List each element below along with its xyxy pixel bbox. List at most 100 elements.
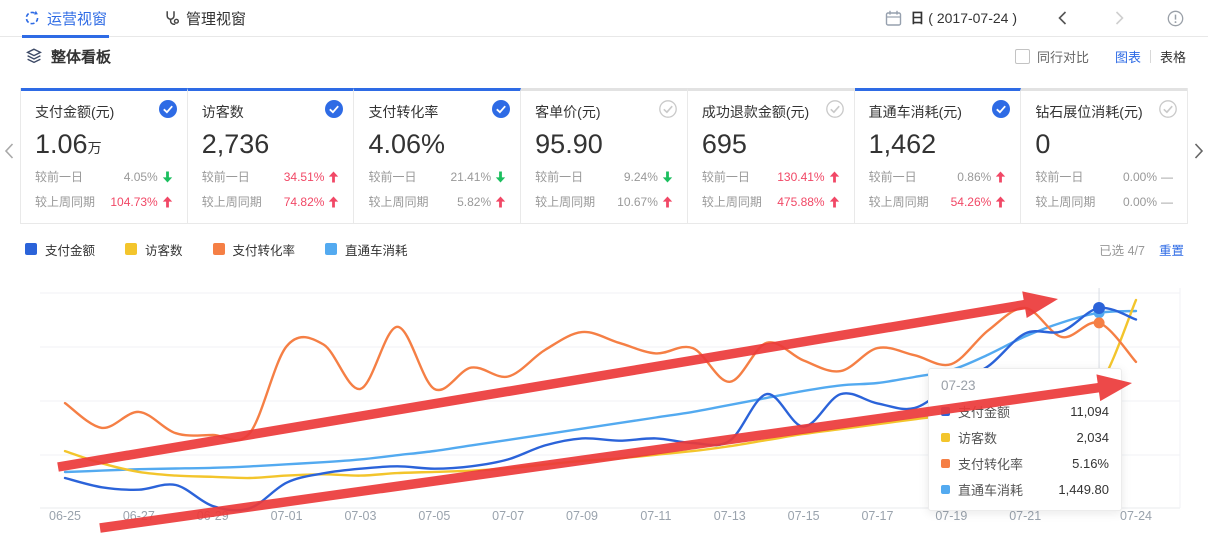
card-value: 4.06% bbox=[368, 129, 445, 159]
card-compare-row: 较上周同期 54.26% bbox=[869, 193, 1007, 210]
tooltip-swatch bbox=[941, 485, 950, 494]
legend-label: 直通车消耗 bbox=[345, 243, 408, 258]
x-axis-label: 07-17 bbox=[861, 509, 893, 523]
tab-management-label: 管理视窗 bbox=[186, 10, 247, 28]
date-next-button[interactable] bbox=[1114, 10, 1125, 26]
compare-label: 较前一日 bbox=[201, 170, 250, 184]
card-select-check[interactable] bbox=[158, 100, 177, 123]
trend-flat-icon: — bbox=[1161, 169, 1174, 184]
card-compare-row: 较前一日 0.00% — bbox=[1035, 168, 1173, 185]
card-select-check[interactable] bbox=[825, 100, 844, 123]
legend-item-4: 直通车消耗 bbox=[325, 240, 408, 259]
compare-value: 5.82% bbox=[457, 194, 492, 209]
cards-next-button[interactable] bbox=[1193, 142, 1205, 160]
card-compare-row: 较上周同期 475.88% bbox=[702, 193, 840, 210]
view-toggle-divider bbox=[1149, 49, 1151, 63]
legend-swatch bbox=[212, 243, 225, 255]
date-prev-button[interactable] bbox=[1057, 10, 1068, 26]
card-select-check[interactable] bbox=[325, 100, 344, 123]
calendar-icon[interactable] bbox=[885, 10, 902, 27]
metric-card-5[interactable]: 成功退款金额(元) 695 较前一日 130.41% 较上周同期 475.88% bbox=[687, 88, 855, 223]
metric-card-7[interactable]: 钻石展位消耗(元) 0 较前一日 0.00% — 较上周同期 0.00% — bbox=[1021, 88, 1188, 223]
legend-right: 已选 4/7 重置 bbox=[1099, 240, 1184, 259]
metric-card-6[interactable]: 直通车消耗(元) 1,462 较前一日 0.86% 较上周同期 54.26% bbox=[854, 88, 1022, 223]
info-icon[interactable] bbox=[1167, 10, 1184, 27]
trend-chart[interactable]: 06-25 06-27 06-29 07-01 07-03 07-05 07-07 07-09… bbox=[0, 262, 1208, 553]
view-table-toggle[interactable]: 表格 bbox=[1159, 49, 1186, 65]
trend-flat-icon: — bbox=[1161, 194, 1174, 209]
trend-up-icon bbox=[995, 171, 1006, 183]
trend-up-icon bbox=[829, 171, 840, 183]
tooltip-row: 访客数 2,034 bbox=[941, 428, 1109, 447]
x-axis-label: 07-03 bbox=[344, 509, 376, 523]
compare-label: 较上周同期 bbox=[535, 195, 596, 209]
stethoscope-icon bbox=[166, 11, 180, 25]
trend-up-icon bbox=[495, 196, 506, 208]
card-title: 钻石展位消耗(元) bbox=[1035, 104, 1143, 120]
tab-management-view[interactable]: 管理视窗 bbox=[163, 0, 246, 37]
x-axis-label: 07-19 bbox=[935, 509, 967, 523]
card-title: 支付转化率 bbox=[368, 104, 439, 120]
tooltip-series-name: 支付金额 bbox=[958, 405, 1011, 420]
tab-operations-label: 运营视窗 bbox=[47, 10, 108, 28]
cycle-icon bbox=[25, 10, 39, 25]
tab-operations-view[interactable]: 运营视窗 bbox=[21, 0, 110, 38]
metric-card-2[interactable]: 访客数 2,736 较前一日 34.51% 较上周同期 74.82% bbox=[187, 88, 355, 223]
compare-label: 较前一日 bbox=[701, 170, 750, 184]
card-select-check[interactable] bbox=[492, 100, 511, 123]
card-compare-row: 较前一日 130.41% bbox=[702, 168, 840, 185]
legend-label: 支付转化率 bbox=[232, 243, 296, 258]
card-title: 访客数 bbox=[201, 104, 244, 120]
card-title: 支付金额(元) bbox=[35, 104, 115, 120]
tooltip-date: 07-23 bbox=[941, 378, 976, 393]
section-header: 整体看板 同行对比 图表 表格 bbox=[0, 38, 1208, 74]
tooltip-series-value: 1,449.80 bbox=[1058, 482, 1109, 497]
compare-value: 0.00% bbox=[1123, 194, 1158, 209]
card-select-check[interactable] bbox=[659, 100, 677, 123]
card-compare-row: 较上周同期 10.67% bbox=[535, 193, 673, 210]
peer-compare-checkbox[interactable] bbox=[1014, 48, 1030, 64]
card-value-unit: 万 bbox=[87, 140, 102, 156]
trend-up-icon bbox=[995, 196, 1006, 208]
chart-tooltip: 07-23 支付金额 11,094 访客数 2,034 支付转化率 5.16% 直通车消耗 1… bbox=[928, 368, 1122, 511]
reset-button[interactable]: 重置 bbox=[1158, 243, 1184, 258]
cards-prev-button[interactable] bbox=[3, 142, 15, 160]
card-value: 1,462 bbox=[868, 129, 937, 159]
compare-label: 较前一日 bbox=[368, 170, 417, 184]
compare-label: 较前一日 bbox=[1035, 170, 1084, 184]
tooltip-series-value: 5.16% bbox=[1072, 456, 1109, 471]
x-axis-label: 07-11 bbox=[640, 509, 671, 523]
x-axis-label: 07-07 bbox=[492, 509, 524, 523]
card-compare-row: 较前一日 0.86% bbox=[869, 168, 1007, 185]
card-title: 客单价(元) bbox=[535, 104, 601, 120]
tooltip-series-name: 支付转化率 bbox=[958, 457, 1024, 472]
x-axis-label: 07-09 bbox=[566, 509, 598, 523]
tooltip-swatch bbox=[941, 459, 950, 468]
x-axis-label: 07-01 bbox=[271, 509, 303, 523]
section-controls: 同行对比 图表 表格 bbox=[1014, 47, 1186, 66]
card-value: 95.90 bbox=[535, 129, 603, 159]
tooltip-swatch bbox=[941, 433, 950, 442]
card-value: 2,736 bbox=[201, 129, 270, 159]
date-value: ( 2017-07-24 ) bbox=[928, 10, 1017, 26]
metric-card-3[interactable]: 支付转化率 4.06% 较前一日 21.41% 较上周同期 5.82% bbox=[354, 88, 522, 223]
metric-card-4[interactable]: 客单价(元) 95.90 较前一日 9.24% 较上周同期 10.67% bbox=[521, 88, 688, 223]
page-title: 整体看板 bbox=[51, 48, 112, 66]
legend-item-3: 支付转化率 bbox=[212, 240, 296, 259]
date-granularity: 日 bbox=[910, 10, 925, 26]
metric-cards: 支付金额(元) 1.06万 较前一日 4.05% 较上周同期 104.73% 访客数 2,73… bbox=[20, 88, 1188, 224]
metric-card-1[interactable]: 支付金额(元) 1.06万 较前一日 4.05% 较上周同期 104.73% bbox=[21, 88, 188, 223]
card-compare-row: 较前一日 21.41% bbox=[368, 168, 506, 185]
date-picker[interactable]: 日 ( 2017-07-24 ) bbox=[910, 8, 1017, 28]
selected-count: 已选 4/7 bbox=[1099, 243, 1145, 258]
card-compare-row: 较上周同期 0.00% — bbox=[1035, 193, 1173, 210]
x-axis-label: 07-13 bbox=[714, 509, 746, 523]
card-select-check[interactable] bbox=[1159, 100, 1177, 123]
legend-swatch bbox=[325, 243, 338, 255]
compare-label: 较上周同期 bbox=[368, 195, 429, 209]
card-select-check[interactable] bbox=[992, 100, 1011, 123]
card-compare-row: 较前一日 34.51% bbox=[202, 168, 340, 185]
view-chart-toggle[interactable]: 图表 bbox=[1114, 49, 1141, 65]
x-axis-label: 06-29 bbox=[197, 509, 229, 523]
tooltip-series-value: 11,094 bbox=[1070, 404, 1109, 419]
